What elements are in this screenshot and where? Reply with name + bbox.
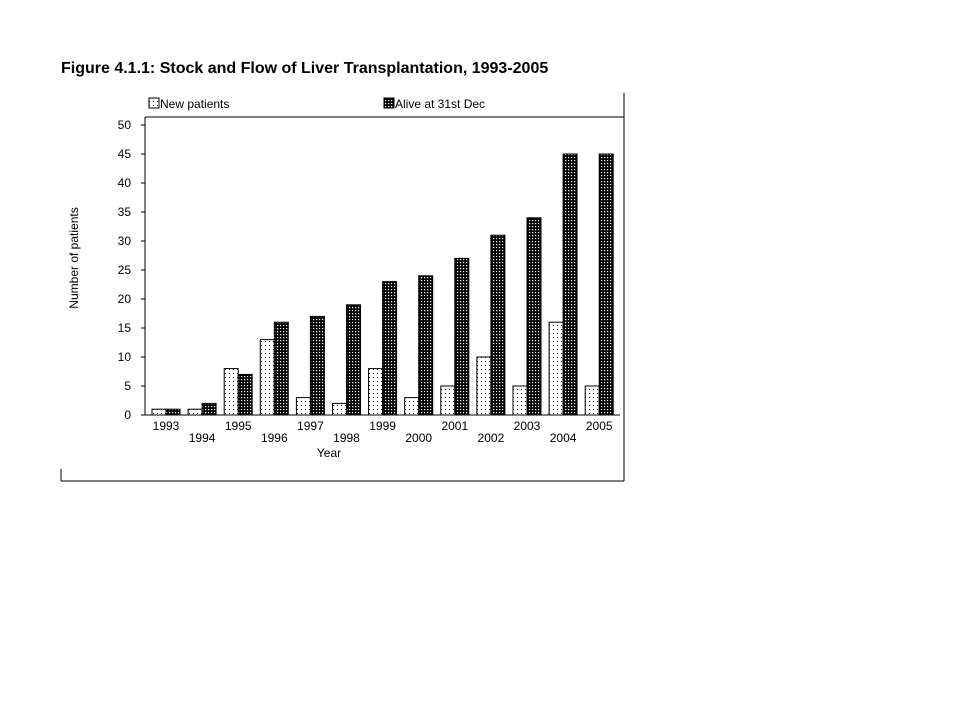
y-tick-label: 5	[124, 379, 131, 393]
y-axis-label: Number of patients	[67, 207, 81, 308]
x-tick-label: 1996	[261, 431, 288, 445]
legend-label-new-patients: New patients	[160, 97, 229, 111]
x-tick-label: 2005	[586, 419, 613, 433]
y-axis-ticks: 0 5 10 15 20 25 30 35 40 45 50	[118, 118, 145, 422]
x-tick-label: 2002	[478, 431, 505, 445]
bar-new-patients	[368, 368, 384, 416]
bar-alive-31st-dec	[562, 153, 578, 416]
bar-new-patients	[332, 402, 347, 416]
x-tick-label: 1994	[189, 431, 216, 445]
bar-alive-31st-dec	[237, 373, 253, 416]
bar-new-patients	[584, 385, 600, 416]
x-tick-label: 1993	[153, 419, 180, 433]
bar-alive-31st-dec	[309, 315, 325, 416]
chart-title: Figure 4.1.1: Stock and Flow of Liver Tr…	[61, 60, 549, 77]
y-tick-label: 40	[118, 176, 132, 190]
bar-alive-31st-dec	[490, 234, 506, 416]
bar-alive-31st-dec	[273, 321, 289, 416]
x-tick-label: 2001	[441, 419, 468, 433]
legend-label-alive: Alive at 31st Dec	[395, 97, 485, 111]
bar-new-patients	[512, 385, 528, 416]
y-tick-label: 35	[118, 205, 132, 219]
bar-new-patients	[440, 385, 456, 416]
x-tick-label: 1999	[369, 419, 396, 433]
bar-alive-31st-dec	[598, 153, 614, 416]
x-axis-tick-labels: 1993 1994 1995 1996 1997 1998 1999 2000 2001 2002…	[153, 419, 613, 445]
bars-group	[151, 153, 614, 416]
x-axis-label: Year	[317, 446, 341, 460]
y-tick-label: 0	[124, 408, 131, 422]
bar-alive-31st-dec	[526, 217, 542, 416]
bar-alive-31st-dec	[454, 257, 470, 416]
x-tick-label: 1997	[297, 419, 324, 433]
y-tick-label: 30	[118, 234, 132, 248]
x-tick-label: 1998	[333, 431, 360, 445]
y-tick-label: 25	[118, 263, 132, 277]
bar-new-patients	[404, 397, 420, 416]
legend: New patients Alive at 31st Dec	[148, 97, 485, 111]
y-tick-label: 10	[118, 350, 132, 364]
x-tick-label: 2004	[550, 431, 577, 445]
y-tick-label: 15	[118, 321, 132, 335]
bar-new-patients	[259, 339, 275, 416]
bar-new-patients	[187, 408, 203, 416]
bar-new-patients	[223, 368, 239, 416]
bar-new-patients	[476, 356, 492, 416]
legend-swatch-alive	[383, 97, 395, 109]
bar-new-patients	[548, 321, 564, 416]
x-tick-label: 1995	[225, 419, 252, 433]
x-tick-label: 2003	[514, 419, 541, 433]
bar-alive-31st-dec	[165, 408, 181, 416]
bar-new-patients	[295, 397, 311, 416]
legend-swatch-new-patients	[148, 97, 160, 109]
bar-alive-31st-dec	[346, 304, 361, 416]
x-tick-label: 2000	[405, 431, 432, 445]
bar-alive-31st-dec	[201, 402, 217, 416]
y-tick-label: 20	[118, 292, 132, 306]
bar-new-patients	[151, 408, 167, 416]
bar-alive-31st-dec	[418, 275, 434, 416]
bar-alive-31st-dec	[382, 281, 398, 416]
y-tick-label: 45	[118, 147, 132, 161]
y-tick-label: 50	[118, 118, 132, 132]
